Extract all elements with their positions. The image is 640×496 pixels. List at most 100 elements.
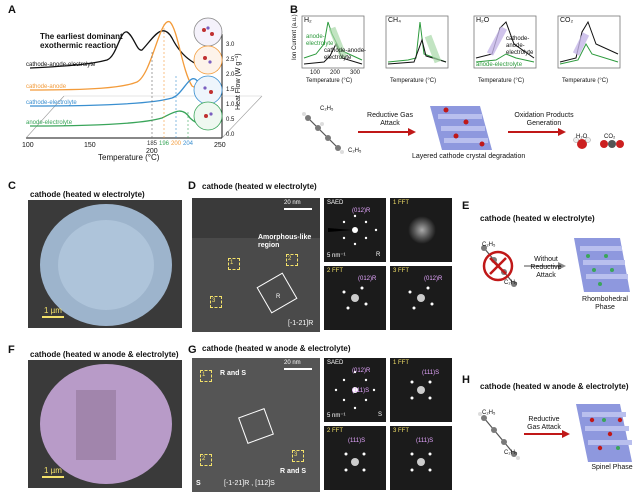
x-tick-100: 100 xyxy=(22,142,34,149)
panel-label-c: C xyxy=(8,180,16,192)
h-reagent-top: C₂H₅ xyxy=(482,410,496,416)
d-fft-3: 3 FFT (012)R xyxy=(390,266,452,330)
d-fft-3-spot: (012)R xyxy=(424,276,443,282)
x-tick-200: 200 xyxy=(146,148,158,155)
b-reagent-bottom: C₂H₅ xyxy=(348,148,362,154)
b-crystal-caption: Layered cathode crystal degradation xyxy=(412,153,526,160)
x-tick-150: 150 xyxy=(84,142,96,149)
y-tick-1-5: 1.5 xyxy=(226,87,235,93)
curve-label-3: cathode-electrolyte xyxy=(26,100,77,106)
y-tick-0: 0.0 xyxy=(226,132,235,138)
g-box-2: 2 xyxy=(202,456,206,462)
f-title: cathode (heated w anode & electrolyte) xyxy=(30,350,179,359)
d-fft-1: 1 FFT xyxy=(390,198,452,262)
panel-label-e: E xyxy=(462,200,470,212)
gas-ch4: CH₄ xyxy=(388,17,401,24)
c-title: cathode (heated w electrolyte) xyxy=(30,190,145,199)
g-zone: [-1-21]R , [112]S xyxy=(224,480,275,487)
d-box-r: R xyxy=(276,294,281,300)
y-tick-2: 2.0 xyxy=(226,72,235,78)
g-saed-scale: 5 nm⁻¹ xyxy=(327,413,346,419)
gas-co2: CO₂ xyxy=(560,17,574,24)
d-fft-2-label: 2 FFT xyxy=(327,268,343,274)
h2o-legend-anode: anode-electrolyte xyxy=(476,62,523,68)
curve-cathode-anode-electrolyte xyxy=(29,30,219,71)
e-phase: Rhombohedral Phase xyxy=(582,296,628,311)
d-tem-image: 20 nm Amorphous-like region 1 2 3 R [-1-… xyxy=(192,198,320,332)
e-reagent-top: C₂H₅ xyxy=(482,242,496,248)
b-product-co2: CO₂ xyxy=(604,134,616,140)
g-fft-3: 3 FFT (111)S xyxy=(390,426,452,490)
panel-label-a: A xyxy=(8,4,16,16)
e-title: cathode (heated w electrolyte) xyxy=(480,214,595,223)
y-tick-1: 1.0 xyxy=(226,102,235,108)
d-title: cathode (heated w electrolyte) xyxy=(202,182,317,191)
heat-flow-chart xyxy=(25,17,263,139)
g-scale: 20 nm xyxy=(284,360,301,366)
panel-label-h: H xyxy=(462,374,470,386)
c-sem-image: 1 µm xyxy=(28,200,182,328)
d-saed-scale: 5 nm⁻¹ xyxy=(327,253,346,259)
g-box-1: 1 xyxy=(202,372,206,378)
h-reagent-bottom: C₂H₅ xyxy=(504,450,518,456)
peak-temp-4: 204 xyxy=(183,141,194,147)
x-axis-title: Temperature (°C) xyxy=(98,153,160,162)
d-fft-1-label: 1 FFT xyxy=(393,200,409,206)
d-box-1: 1 xyxy=(230,260,234,266)
g-tem-image: 20 nm 1 R and S 2 3 R and S [-1-21]R , [… xyxy=(192,358,320,492)
b-xlabel-4: Temperature (°C) xyxy=(562,78,609,84)
g-s-tag: S xyxy=(196,480,201,487)
g-saed-tag: S xyxy=(378,412,383,418)
g-rs-bottom: R and S xyxy=(280,468,307,475)
h-title: cathode (heated w anode & electrolyte) xyxy=(480,382,629,391)
d-fft-2: 2 FFT (012)R xyxy=(324,266,386,330)
b-arrow1-label: Reductive Gas Attack xyxy=(367,112,413,127)
b-xlabel-2: Temperature (°C) xyxy=(390,78,437,84)
d-saed-tag: R xyxy=(376,252,381,258)
peak-temp-2: 196 xyxy=(159,141,170,147)
annotation-earliest: The earliest dominant exothermic reactio… xyxy=(40,32,123,50)
h2-legend-cathode: cathode-anode-electrolyte xyxy=(324,48,367,61)
g-saed-spot-1: (012)R xyxy=(352,368,371,374)
gas-evolution-charts xyxy=(301,15,621,69)
curve-label-1: cathode-anode-electrolyte xyxy=(26,62,96,68)
d-fft-2-spot: (012)R xyxy=(358,276,377,282)
g-fft-1-label: 1 FFT xyxy=(393,360,409,366)
panel-label-b: B xyxy=(290,4,298,16)
y-tick-0-5: 0.5 xyxy=(226,117,235,123)
x-tick-250: 250 xyxy=(214,142,226,149)
b-xtick-300: 300 xyxy=(350,70,361,76)
g-fft-2-spot: (111)S xyxy=(348,438,366,444)
panel-label-f: F xyxy=(8,344,15,356)
g-rs-top: R and S xyxy=(220,370,247,377)
h-phase: Spinel Phase xyxy=(591,464,633,471)
e-scheme xyxy=(481,238,630,292)
b-xtick-100: 100 xyxy=(310,70,321,76)
gas-h2: H₂ xyxy=(304,17,312,24)
b-reagent-top: C₂H₅ xyxy=(320,106,334,112)
h-arrow-label: Reductive Gas Attack xyxy=(527,416,561,431)
d-fft-3-label: 3 FFT xyxy=(393,268,409,274)
g-saed-spot-2: (111)S xyxy=(352,388,370,394)
y-tick-2-5: 2.5 xyxy=(226,57,235,63)
g-box-3: 3 xyxy=(294,452,298,458)
g-saed: SAED (012)R (111)S 5 nm⁻¹ S xyxy=(324,358,386,422)
g-fft-2-label: 2 FFT xyxy=(327,428,343,434)
d-saed: SAED (012)R 5 nm⁻¹ R xyxy=(324,198,386,262)
d-scale: 20 nm xyxy=(284,200,301,206)
y-axis-title: Heat Flow (W g⁻¹) xyxy=(235,53,242,110)
h-scheme xyxy=(478,404,632,462)
b-product-h2o: H₂O xyxy=(576,134,588,140)
c-scale: 1 µm xyxy=(44,306,62,315)
g-fft-1-spot: (111)S xyxy=(422,370,440,376)
g-fft-3-label: 3 FFT xyxy=(393,428,409,434)
d-region-label: Amorphous-like region xyxy=(258,234,312,249)
g-fft-1: 1 FFT (111)S xyxy=(390,358,452,422)
f-sem-image: 1 µm xyxy=(28,360,182,488)
f-scale: 1 µm xyxy=(44,466,62,475)
e-arrow-label: Without Reductive Attack xyxy=(530,256,562,279)
e-reagent-bottom: C₂H₅ xyxy=(504,280,518,286)
h2o-legend-cathode: cathode-anode-electrolyte xyxy=(506,36,534,56)
d-zone: [-1-21]R xyxy=(288,320,314,327)
d-saed-label: SAED xyxy=(327,200,344,206)
